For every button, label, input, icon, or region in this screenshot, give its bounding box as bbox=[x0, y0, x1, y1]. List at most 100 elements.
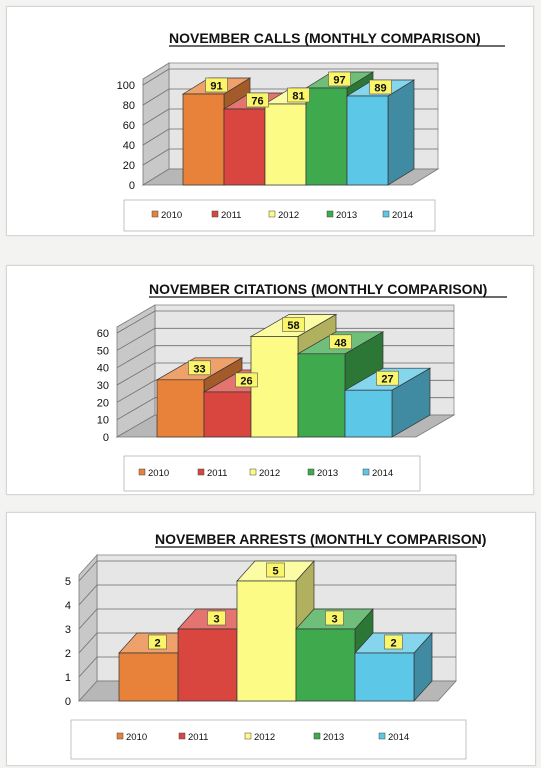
bar-front bbox=[177, 628, 238, 702]
data-label-text: 2 bbox=[390, 638, 396, 650]
gridline bbox=[78, 584, 456, 606]
data-label-text: 76 bbox=[251, 96, 263, 108]
legend-swatch-2014 bbox=[362, 468, 370, 476]
bar-front bbox=[236, 580, 297, 702]
legend-label-2014: 2014 bbox=[392, 210, 413, 221]
bar-front bbox=[156, 379, 205, 438]
data-label: 81 bbox=[287, 87, 310, 103]
bar-2014 bbox=[345, 79, 416, 186]
side-wall bbox=[142, 62, 170, 186]
y-tick-label: 0 bbox=[103, 432, 109, 444]
y-tick-label: 0 bbox=[129, 180, 135, 192]
y-tick-label: 5 bbox=[65, 576, 71, 588]
bar-front bbox=[344, 389, 393, 438]
bar-front bbox=[223, 108, 266, 186]
data-label: 2 bbox=[148, 634, 167, 650]
legend-label-2013: 2013 bbox=[317, 468, 338, 479]
data-label-box bbox=[384, 634, 403, 650]
data-label-box bbox=[235, 372, 258, 388]
data-label-text: 91 bbox=[210, 81, 222, 93]
bar-front bbox=[250, 336, 299, 438]
data-label: 27 bbox=[376, 370, 399, 386]
data-label-box bbox=[328, 71, 351, 87]
data-label-text: 26 bbox=[240, 375, 252, 387]
bar-front bbox=[295, 628, 356, 702]
y-tick-label: 20 bbox=[97, 397, 109, 409]
y-tick-label: 60 bbox=[123, 120, 135, 132]
bar-2014 bbox=[354, 632, 433, 702]
legend: 2010 2011 2012 2013 2014 bbox=[70, 719, 467, 760]
data-label-text: 97 bbox=[333, 75, 345, 87]
side-wall bbox=[116, 304, 156, 438]
gridline bbox=[78, 560, 456, 582]
data-label: 5 bbox=[266, 562, 285, 578]
y-tick-label: 40 bbox=[123, 140, 135, 152]
bar-front bbox=[346, 95, 389, 186]
data-label: 76 bbox=[246, 92, 269, 108]
bar-2014 bbox=[343, 367, 432, 438]
data-label-text: 27 bbox=[381, 374, 393, 386]
legend-swatch-2013 bbox=[313, 732, 321, 740]
data-label: 48 bbox=[329, 334, 352, 350]
legend-label-2013: 2013 bbox=[336, 210, 357, 221]
citations-chart-panel: 0 10 20 30 40 50 60 33 26 58 48 27 NOVEMBER CITATION… bbox=[6, 265, 534, 495]
legend-swatch-2012 bbox=[249, 468, 257, 476]
gridline bbox=[116, 310, 454, 334]
data-label: 2 bbox=[384, 634, 403, 650]
data-label-box bbox=[329, 334, 352, 350]
data-label-text: 3 bbox=[213, 614, 219, 626]
data-label-box bbox=[205, 77, 228, 93]
y-tick-label: 100 bbox=[117, 80, 135, 92]
data-label: 97 bbox=[328, 71, 351, 87]
legend-swatch-2012 bbox=[268, 210, 276, 218]
y-tick-label: 2 bbox=[65, 648, 71, 660]
y-tick-label: 4 bbox=[65, 600, 71, 612]
chart-title: NOVEMBER CALLS (MONTHLY COMPARISON) bbox=[169, 30, 481, 46]
legend-swatch-2010 bbox=[116, 732, 124, 740]
data-label-box bbox=[188, 360, 211, 376]
legend-label-2010: 2010 bbox=[161, 210, 182, 221]
calls-chart-panel: 0 20 40 60 80 100 91 76 81 97 89 NOVEMBER CALLS (MO… bbox=[6, 6, 534, 236]
legend-label-2014: 2014 bbox=[388, 732, 409, 743]
data-label-text: 2 bbox=[154, 638, 160, 650]
legend-label-2012: 2012 bbox=[278, 210, 299, 221]
legend-swatch-2011 bbox=[211, 210, 219, 218]
data-label-box bbox=[148, 634, 167, 650]
data-label-text: 89 bbox=[374, 83, 386, 95]
legend-swatch-2010 bbox=[138, 468, 146, 476]
data-label-box bbox=[325, 610, 344, 626]
citations-chart: 0 10 20 30 40 50 60 33 26 58 48 27 NOVEMBER CITATION… bbox=[97, 281, 507, 492]
chart-title: NOVEMBER ARRESTS (MONTHLY COMPARISON) bbox=[155, 531, 486, 547]
calls-chart: 0 20 40 60 80 100 91 76 81 97 89 NOVEMBER CALLS (MO… bbox=[117, 30, 505, 232]
y-tick-label: 60 bbox=[97, 328, 109, 340]
data-label-text: 81 bbox=[292, 91, 304, 103]
y-tick-label: 10 bbox=[97, 415, 109, 427]
data-label: 58 bbox=[282, 317, 305, 332]
legend-swatch-2010 bbox=[151, 210, 159, 218]
legend-label-2011: 2011 bbox=[221, 210, 241, 221]
gridline bbox=[116, 327, 454, 351]
data-label: 89 bbox=[369, 79, 392, 95]
arrests-chart: 0 1 2 3 4 5 2 3 5 3 2 NOVEMBER ARRESTS (MONTHLY COM… bbox=[65, 531, 486, 760]
data-label-box bbox=[369, 79, 392, 95]
y-tick-label: 40 bbox=[97, 363, 109, 375]
legend-box bbox=[70, 719, 467, 760]
y-tick-label: 80 bbox=[123, 100, 135, 112]
data-label: 33 bbox=[188, 360, 211, 376]
legend-label-2010: 2010 bbox=[148, 468, 169, 479]
data-label: 26 bbox=[235, 372, 258, 388]
data-label-box bbox=[282, 317, 305, 332]
side-wall bbox=[78, 553, 98, 703]
gridline bbox=[142, 68, 438, 86]
y-tick-label: 3 bbox=[65, 624, 71, 636]
data-label-box bbox=[266, 562, 285, 578]
data-label-box bbox=[207, 610, 226, 626]
legend: 2010 2011 2012 2013 2014 bbox=[123, 199, 436, 232]
y-tick-label: 20 bbox=[123, 160, 135, 172]
chart-title: NOVEMBER CITATIONS (MONTHLY COMPARISON) bbox=[149, 281, 487, 297]
data-label-text: 5 bbox=[272, 566, 278, 578]
legend-label-2011: 2011 bbox=[207, 468, 227, 479]
data-label-text: 48 bbox=[334, 337, 346, 349]
legend-label-2011: 2011 bbox=[188, 732, 208, 743]
data-label: 91 bbox=[205, 77, 228, 93]
